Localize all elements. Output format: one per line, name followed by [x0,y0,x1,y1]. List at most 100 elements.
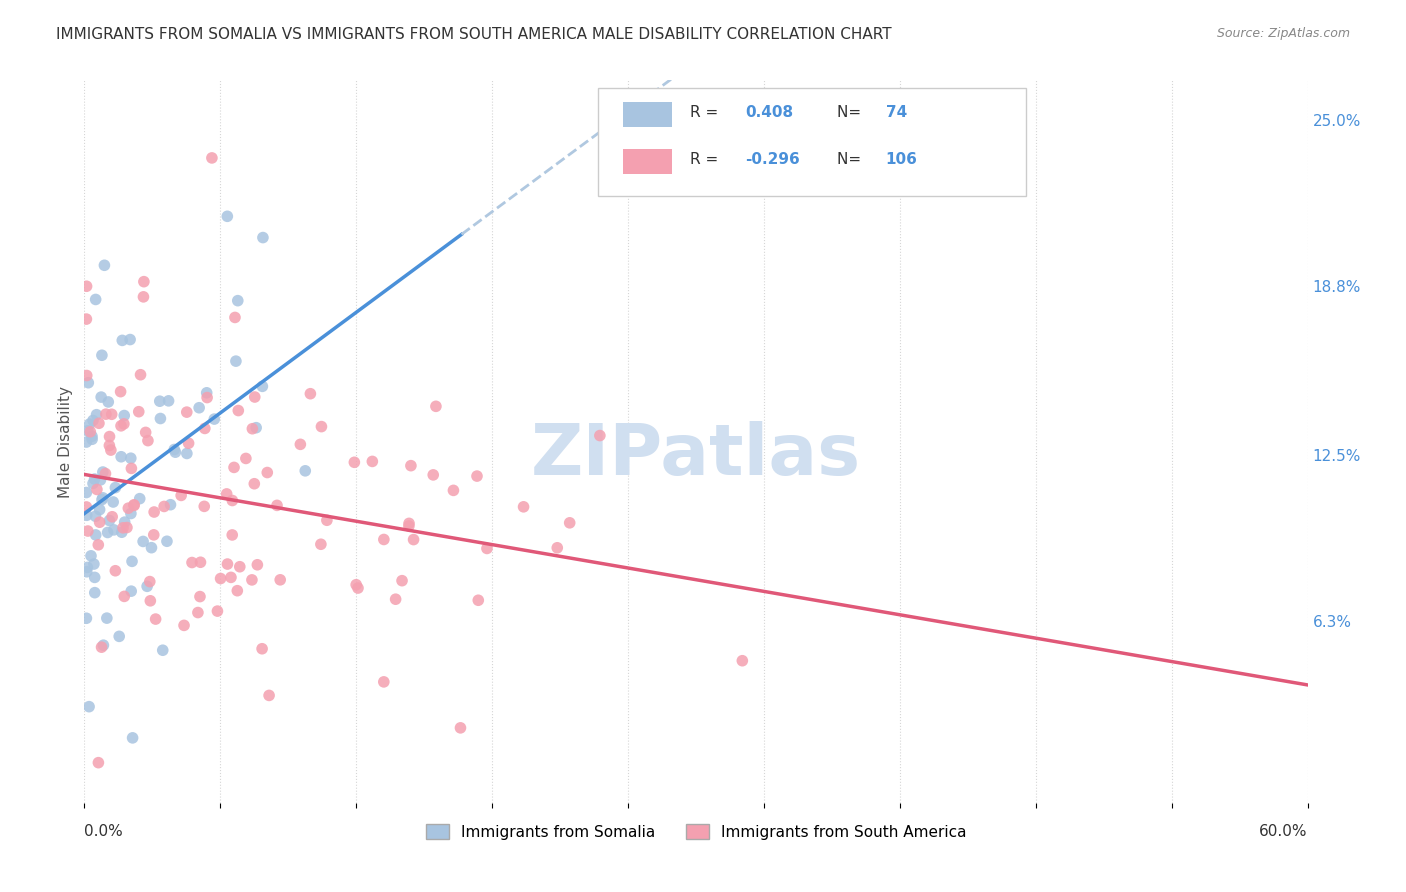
Point [177,436,200,450]
Point [181,556,204,570]
Point [83,570,105,584]
Point [132,290,155,304]
Point [224,310,246,325]
Point [111,521,134,535]
Point [384,592,406,607]
Point [315,513,337,527]
Point [252,230,274,244]
Point [188,401,211,415]
Point [149,394,172,409]
Point [425,400,447,414]
Point [173,618,195,632]
Point [229,559,252,574]
Point [76,508,98,523]
FancyBboxPatch shape [623,149,672,174]
Point [104,564,127,578]
Point [94,467,117,481]
Point [731,654,754,668]
Point [112,590,135,604]
Point [139,594,162,608]
Point [98,429,121,443]
Point [110,384,132,399]
Text: 0.408: 0.408 [745,105,793,120]
Point [266,499,288,513]
Point [512,500,534,514]
Point [243,476,266,491]
Point [222,460,245,475]
FancyBboxPatch shape [623,102,672,128]
Point [195,385,218,400]
Text: 74: 74 [886,105,907,120]
Point [143,505,166,519]
Point [163,442,186,457]
Point [215,487,238,501]
Point [98,438,121,452]
Y-axis label: Male Disability: Male Disability [58,385,73,498]
Point [87,538,110,552]
Point [226,403,249,417]
Point [83,557,105,571]
Point [112,409,135,423]
Point [79,425,101,439]
Point [80,429,103,443]
Point [100,407,122,421]
Point [103,523,125,537]
Point [190,555,212,569]
Point [129,368,152,382]
Point [441,483,464,498]
Text: 0.0%: 0.0% [84,824,124,839]
Point [373,533,395,547]
Text: R =: R = [690,153,723,168]
Text: ZIPatlas: ZIPatlas [531,422,860,491]
Point [112,417,135,431]
Point [87,756,110,770]
Point [108,629,131,643]
Point [97,395,120,409]
Point [87,417,110,431]
Point [142,528,165,542]
Point [153,500,176,514]
Point [235,451,257,466]
Text: Source: ZipAtlas.com: Source: ZipAtlas.com [1216,27,1350,40]
Point [93,258,115,272]
Point [240,573,263,587]
Point [149,411,172,425]
Point [299,386,322,401]
Point [187,606,209,620]
Point [122,499,145,513]
Point [132,275,155,289]
Text: R =: R = [690,105,723,120]
Point [91,492,114,507]
FancyBboxPatch shape [598,87,1026,196]
Point [91,491,114,505]
Point [207,604,229,618]
Point [219,570,242,584]
Point [217,557,239,571]
Point [250,641,273,656]
Point [209,572,232,586]
Point [202,412,225,426]
Point [217,209,239,223]
Point [309,537,332,551]
Point [110,450,132,464]
Point [93,638,115,652]
Point [135,425,157,440]
Point [361,454,384,468]
Point [136,434,159,448]
Point [86,483,108,497]
Point [75,435,97,450]
Point [347,581,370,595]
Point [157,393,180,408]
Point [194,421,217,435]
Point [145,612,167,626]
Point [152,643,174,657]
Point [86,408,108,422]
Point [75,485,97,500]
Point [75,312,97,326]
Point [245,420,267,434]
Point [117,501,139,516]
Point [90,390,112,404]
Point [188,590,211,604]
Point [83,472,105,486]
Point [120,451,142,466]
